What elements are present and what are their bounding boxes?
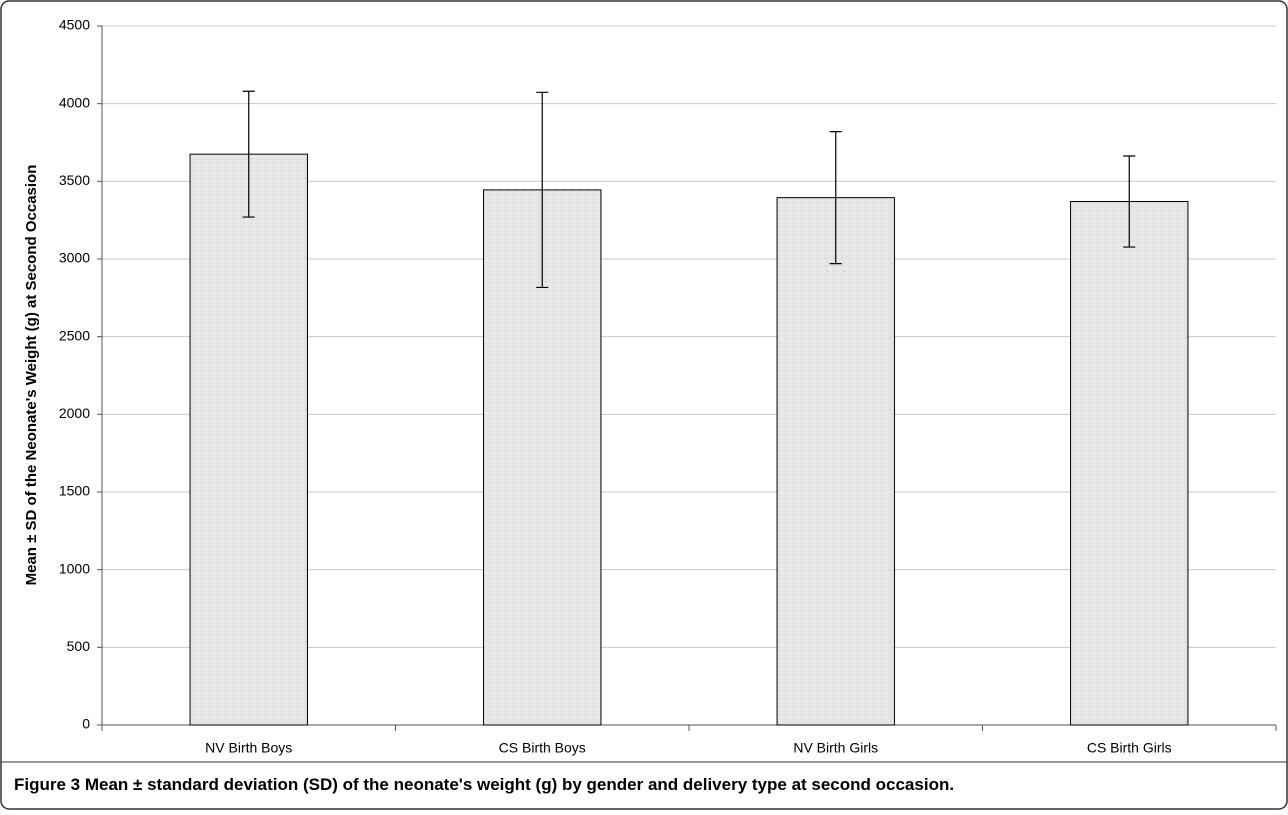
y-tick-label: 1500 <box>59 483 90 499</box>
y-tick-label: 0 <box>82 716 90 732</box>
caption: Figure 3 Mean ± standard deviation (SD) … <box>14 775 954 794</box>
y-tick-label: 3000 <box>59 250 90 266</box>
y-tick-label: 500 <box>67 638 91 654</box>
y-tick-label: 1000 <box>59 560 90 576</box>
bar <box>776 197 895 726</box>
bar <box>1070 201 1189 726</box>
y-tick-label: 4500 <box>59 17 90 33</box>
y-tick-label: 2500 <box>59 327 90 343</box>
x-tick-label: CS Birth Girls <box>1087 740 1172 756</box>
x-tick-label: NV Birth Girls <box>793 740 878 756</box>
y-tick-label: 3500 <box>59 172 90 188</box>
x-tick-label: NV Birth Boys <box>205 740 292 756</box>
caption-label: Figure 3 <box>14 775 80 794</box>
error-bar <box>242 90 255 218</box>
bar <box>189 153 308 726</box>
y-tick-label: 2000 <box>59 405 90 421</box>
caption-text: Mean ± standard deviation (SD) of the ne… <box>85 775 954 794</box>
x-tick-label: CS Birth Boys <box>499 740 586 756</box>
y-axis-title: Mean ± SD of the Neonate's Weight (g) at… <box>23 165 40 586</box>
error-bar <box>1123 155 1136 248</box>
error-bar <box>829 131 842 265</box>
error-bar <box>536 91 549 289</box>
y-tick-label: 4000 <box>59 94 90 110</box>
